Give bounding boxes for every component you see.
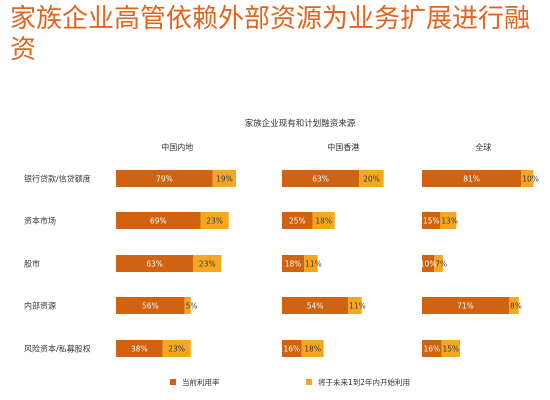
bar-current <box>116 255 194 272</box>
data-label-future: 5% <box>186 302 198 311</box>
bar-current <box>422 255 435 272</box>
bar-current <box>282 212 313 229</box>
bar-current <box>116 170 213 187</box>
data-label-current: 38% <box>131 345 148 354</box>
bar-future <box>184 297 191 314</box>
bar-future <box>212 170 237 187</box>
bar-current <box>422 340 442 357</box>
data-label-current: 69% <box>150 217 167 226</box>
bar-current <box>422 212 441 229</box>
data-label-future: 18% <box>315 217 332 226</box>
bar-future <box>434 255 443 272</box>
data-label-future: 13% <box>441 217 458 226</box>
bar-future <box>162 340 191 357</box>
data-label-current: 56% <box>142 302 159 311</box>
bar-current <box>282 297 349 314</box>
category-label: 股市 <box>24 259 40 269</box>
data-label-future: 8% <box>510 302 522 311</box>
bar-future <box>508 297 519 314</box>
data-label-current: 63% <box>146 260 163 269</box>
data-label-current: 71% <box>457 302 474 311</box>
data-label-current: 16% <box>283 345 300 354</box>
data-label-future: 19% <box>216 175 233 184</box>
bar-current <box>116 297 185 314</box>
category-label: 风险资本/私募股权 <box>24 344 91 354</box>
bar-future <box>200 212 229 229</box>
data-label-current: 16% <box>423 345 440 354</box>
legend-label-future: 将于未来1到2年内开始利用 <box>318 377 410 387</box>
bar-current <box>282 340 302 357</box>
data-label-future: 7% <box>435 260 447 269</box>
data-label-current: 63% <box>312 175 329 184</box>
category-label: 内部资源 <box>24 301 56 311</box>
bar-current <box>116 340 163 357</box>
bar-future <box>304 255 318 272</box>
data-label-current: 10% <box>420 260 437 269</box>
data-label-future: 11% <box>349 302 366 311</box>
category-label: 资本市场 <box>24 216 56 226</box>
bar-current <box>422 297 509 314</box>
data-label-future: 11% <box>305 260 322 269</box>
page-title: 家族企业高管依赖外部资源为业务扩展进行融资 <box>10 4 531 65</box>
legend-swatch-current <box>170 379 176 385</box>
data-label-future: 10% <box>522 175 539 184</box>
bar-current <box>116 212 201 229</box>
data-label-current: 79% <box>156 175 173 184</box>
bar-future <box>301 340 324 357</box>
data-label-current: 54% <box>307 302 324 311</box>
bar-future <box>521 170 534 187</box>
data-label-future: 18% <box>304 345 321 354</box>
panel-header: 中国内地 <box>161 142 193 152</box>
category-label: 银行贷款/信贷额度 <box>24 174 91 184</box>
bar-future <box>359 170 384 187</box>
panel-header: 全球 <box>475 142 491 152</box>
data-label-future: 23% <box>199 260 216 269</box>
data-label-future: 15% <box>442 345 459 354</box>
bar-future <box>440 212 457 229</box>
bar-future <box>441 340 460 357</box>
data-label-current: 25% <box>289 217 306 226</box>
data-label-future: 23% <box>206 217 223 226</box>
bar-future <box>193 255 222 272</box>
data-label-current: 81% <box>463 175 480 184</box>
data-label-future: 23% <box>168 345 185 354</box>
data-label-current: 18% <box>285 260 302 269</box>
legend-label-current: 当前利用率 <box>182 377 220 387</box>
bar-current <box>282 170 360 187</box>
bar-future <box>348 297 362 314</box>
panel-header: 中国香港 <box>327 142 359 152</box>
data-label-future: 20% <box>363 175 380 184</box>
legend-swatch-future <box>306 379 312 385</box>
data-label-current: 15% <box>423 217 440 226</box>
bar-current <box>422 170 522 187</box>
chart-title: 家族企业现有和计划融资来源 <box>245 118 356 129</box>
bar-future <box>312 212 335 229</box>
bar-current <box>282 255 305 272</box>
